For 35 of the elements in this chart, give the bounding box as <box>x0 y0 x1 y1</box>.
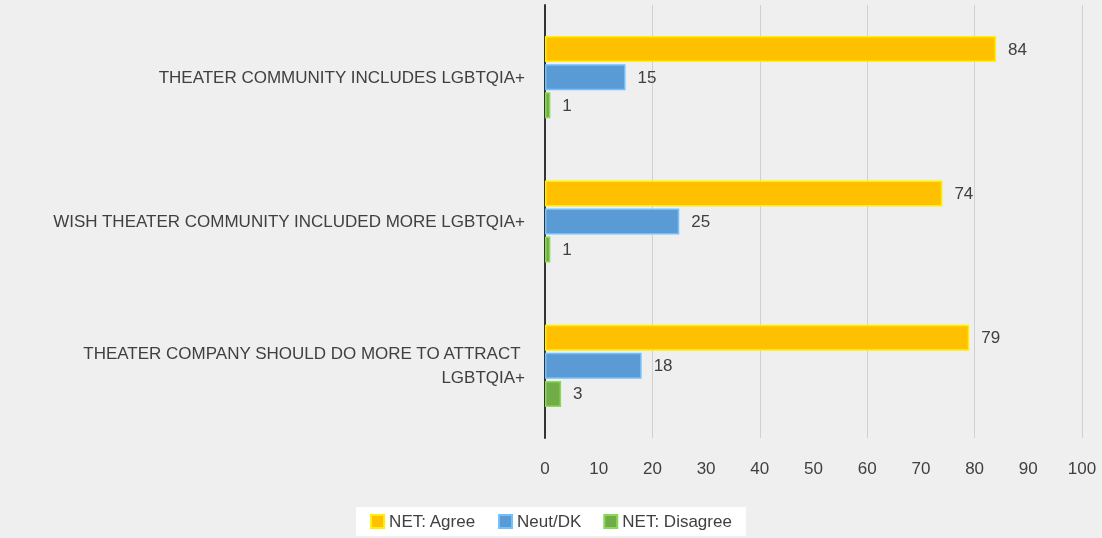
bar <box>545 324 970 351</box>
y-tick-label: THEATER COMPANY SHOULD DO MORE TO ATTRACT LGBTQIA+ <box>83 344 526 388</box>
data-label: 18 <box>653 356 673 376</box>
data-label: 15 <box>637 67 657 87</box>
legend-label: NET: Agree <box>389 512 476 531</box>
data-label: 84 <box>1008 39 1027 59</box>
x-tick-label: 0 <box>540 459 550 478</box>
y-tick-label: WISH THEATER COMMUNITY INCLUDED MORE LGBTQIA+ <box>53 212 526 231</box>
bar <box>545 208 680 235</box>
x-tick-label: 50 <box>804 459 823 478</box>
data-label: 79 <box>981 328 1001 348</box>
x-tick-label: 10 <box>589 459 609 478</box>
x-tick-label: 60 <box>857 459 877 478</box>
bar <box>545 180 943 207</box>
x-tick-label: 40 <box>750 459 770 478</box>
data-label: 25 <box>691 212 711 231</box>
x-tick-label: 20 <box>642 459 662 478</box>
x-tick-label: 90 <box>1018 459 1038 478</box>
legend-label: NET: Disagree <box>622 512 732 531</box>
bar <box>545 36 997 63</box>
data-label: 1 <box>562 240 572 260</box>
data-label: 3 <box>573 384 583 404</box>
legend-label: Neut/DK <box>517 512 582 531</box>
x-tick-label: 30 <box>696 459 716 478</box>
x-tick-label: 80 <box>965 459 985 478</box>
x-tick-label: 70 <box>911 459 931 478</box>
bar <box>545 352 642 379</box>
bar <box>545 64 626 91</box>
bar <box>545 92 551 119</box>
y-tick-label: THEATER COMMUNITY INCLUDES LGBTQIA+ <box>158 67 526 87</box>
bar <box>545 380 562 407</box>
data-label: 74 <box>954 183 974 203</box>
bar <box>545 236 551 263</box>
x-tick-label: 100 <box>1067 459 1097 478</box>
data-label: 1 <box>562 95 572 115</box>
